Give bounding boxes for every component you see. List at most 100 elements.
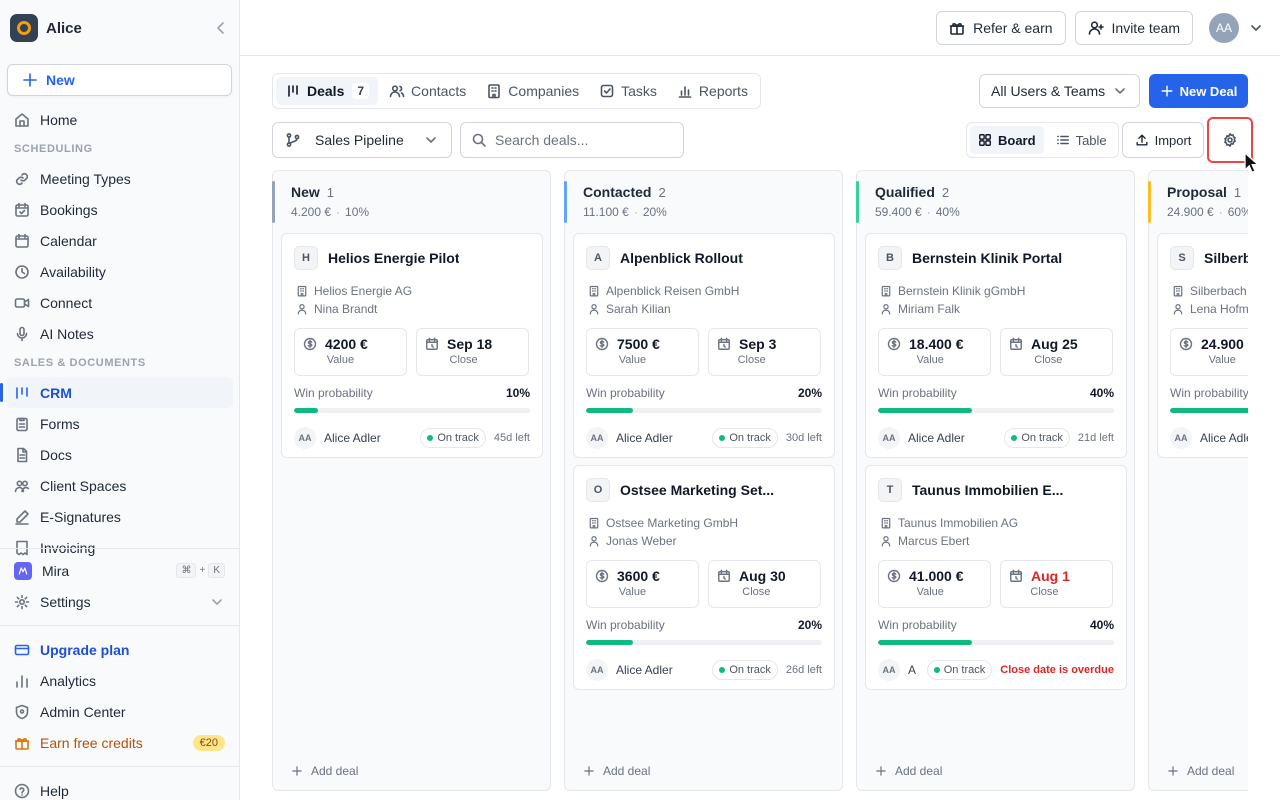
plus-icon: [291, 765, 303, 777]
tab-tasks[interactable]: Tasks: [590, 77, 666, 105]
add-deal-button[interactable]: Add deal: [875, 764, 942, 778]
credit-card-icon: [14, 642, 30, 658]
pipeline-value: Sales Pipeline: [315, 132, 409, 148]
deal-close-date: Aug 25: [1031, 336, 1078, 352]
plus-icon: [1167, 765, 1179, 777]
win-probability-label: Win probability: [586, 386, 665, 400]
deal-owner: Alice Adler: [908, 431, 965, 445]
sidebar-item-admin-center[interactable]: Admin Center: [6, 696, 233, 727]
deal-initial: O: [586, 478, 610, 502]
refer-earn-label: Refer & earn: [973, 20, 1052, 36]
microphone-icon: [14, 326, 30, 342]
deal-value-box: 7500 € Value: [586, 328, 699, 376]
tab-contacts[interactable]: Contacts: [380, 77, 475, 105]
deal-card[interactable]: A Alpenblick Rollout Alpenblick Reisen G…: [573, 233, 835, 458]
win-probability-value: 40%: [1090, 386, 1114, 400]
user-plus-icon: [1088, 20, 1104, 36]
deal-name[interactable]: Taunus Immobilien E...: [912, 482, 1063, 498]
deal-card[interactable]: S Silberbach Silberbach Lena Hofmann 24.…: [1157, 233, 1248, 458]
sidebar-item-label: Connect: [40, 295, 92, 311]
add-deal-button[interactable]: Add deal: [1167, 764, 1234, 778]
sidebar-item-label: E-Signatures: [40, 509, 121, 525]
calendar-check-icon: [14, 202, 30, 218]
sidebar-item-calendar[interactable]: Calendar: [6, 225, 233, 256]
sidebar-item-analytics[interactable]: Analytics: [6, 665, 233, 696]
sidebar-item-forms[interactable]: Forms: [6, 408, 233, 439]
users-icon: [389, 83, 405, 99]
deal-card[interactable]: T Taunus Immobilien E... Taunus Immobili…: [865, 465, 1127, 690]
sidebar-item-bookings[interactable]: Bookings: [6, 194, 233, 225]
sidebar-item-meeting-types[interactable]: Meeting Types: [6, 163, 233, 194]
new-button[interactable]: New: [7, 64, 232, 96]
deal-value: 3600 €: [617, 568, 660, 584]
new-deal-button[interactable]: New Deal: [1149, 74, 1248, 108]
gift-icon: [14, 735, 30, 751]
tab-companies[interactable]: Companies: [477, 77, 588, 105]
deal-value-label: Value: [897, 586, 964, 598]
invite-team-button[interactable]: Invite team: [1075, 11, 1193, 45]
deal-name[interactable]: Ostsee Marketing Set...: [620, 482, 774, 498]
upload-icon: [1135, 133, 1149, 147]
owner-avatar: AA: [878, 427, 900, 449]
deal-close-label: Close: [1019, 354, 1078, 366]
deal-card[interactable]: O Ostsee Marketing Set... Ostsee Marketi…: [573, 465, 835, 690]
workspace-switcher[interactable]: Alice: [0, 0, 239, 56]
sidebar-item-mira[interactable]: Mira ⌘+K: [6, 555, 233, 586]
import-button[interactable]: Import: [1122, 122, 1204, 158]
deal-name[interactable]: Helios Energie Pilot: [328, 250, 459, 266]
sidebar-item-e-signatures[interactable]: E-Signatures: [6, 501, 233, 532]
deal-close-label: Close: [1019, 586, 1070, 598]
deal-value: 24.900 €: [1201, 336, 1248, 352]
sidebar-item-label: Bookings: [40, 202, 98, 218]
sidebar-item-home[interactable]: Home: [6, 104, 233, 135]
win-probability-label: Win probability: [1170, 386, 1248, 400]
table-view-button[interactable]: Table: [1048, 126, 1115, 154]
section-sales-documents: SALES & DOCUMENTS: [6, 349, 233, 377]
clipboard-icon: [14, 416, 30, 432]
checkbox-icon: [599, 83, 615, 99]
deal-card[interactable]: H Helios Energie Pilot Helios Energie AG…: [281, 233, 543, 458]
sidebar-item-availability[interactable]: Availability: [6, 256, 233, 287]
deal-name[interactable]: Bernstein Klinik Portal: [912, 250, 1062, 266]
add-deal-button[interactable]: Add deal: [583, 764, 650, 778]
chevron-down-icon[interactable]: [1248, 20, 1264, 36]
add-deal-button[interactable]: Add deal: [291, 764, 358, 778]
grid-icon: [978, 133, 992, 147]
deal-company: Silberbach: [1190, 284, 1247, 298]
deal-contact: Miriam Falk: [898, 302, 960, 316]
sidebar-item-connect[interactable]: Connect: [6, 287, 233, 318]
users-teams-select[interactable]: All Users & Teams: [979, 74, 1140, 108]
days-left: 45d left: [494, 432, 530, 444]
refer-earn-button[interactable]: Refer & earn: [936, 11, 1065, 45]
pipeline-column: Contacted 2 11.100 €·20% A Alpenblick Ro…: [564, 170, 843, 791]
sidebar-item-earn-credits[interactable]: Earn free credits €20: [6, 727, 233, 758]
sidebar-item-help[interactable]: Help: [6, 775, 233, 806]
win-probability-label: Win probability: [878, 618, 957, 632]
deal-name[interactable]: Silberbach: [1204, 250, 1248, 266]
main-content: Deals 7 Contacts Companies Tasks Reports…: [240, 56, 1280, 800]
sidebar-item-ai-notes[interactable]: AI Notes: [6, 318, 233, 349]
deal-contact: Sarah Kilian: [606, 302, 671, 316]
dollar-icon: [1179, 337, 1193, 351]
user-avatar[interactable]: AA: [1209, 13, 1239, 43]
column-title: Contacted: [583, 184, 651, 200]
sidebar-item-client-spaces[interactable]: Client Spaces: [6, 470, 233, 501]
dollar-icon: [595, 337, 609, 351]
tab-deals[interactable]: Deals 7: [276, 77, 378, 105]
sidebar-item-label: Calendar: [40, 233, 97, 249]
tab-reports[interactable]: Reports: [668, 77, 757, 105]
search-input[interactable]: [495, 132, 665, 148]
owner-avatar: AA: [294, 427, 316, 449]
deal-card[interactable]: B Bernstein Klinik Portal Bernstein Klin…: [865, 233, 1127, 458]
sidebar-item-upgrade[interactable]: Upgrade plan: [6, 634, 233, 665]
chevron-left-icon[interactable]: [213, 20, 229, 36]
board-view-label: Board: [998, 133, 1036, 148]
deal-name[interactable]: Alpenblick Rollout: [620, 250, 743, 266]
deal-owner: Alice Adler: [324, 431, 381, 445]
sidebar-item-settings[interactable]: Settings: [6, 586, 233, 617]
sidebar-item-crm[interactable]: CRM: [6, 377, 233, 408]
pipeline-select[interactable]: Sales Pipeline: [272, 122, 452, 158]
plus-icon: [22, 72, 38, 88]
sidebar-item-docs[interactable]: Docs: [6, 439, 233, 470]
board-view-button[interactable]: Board: [970, 126, 1044, 154]
